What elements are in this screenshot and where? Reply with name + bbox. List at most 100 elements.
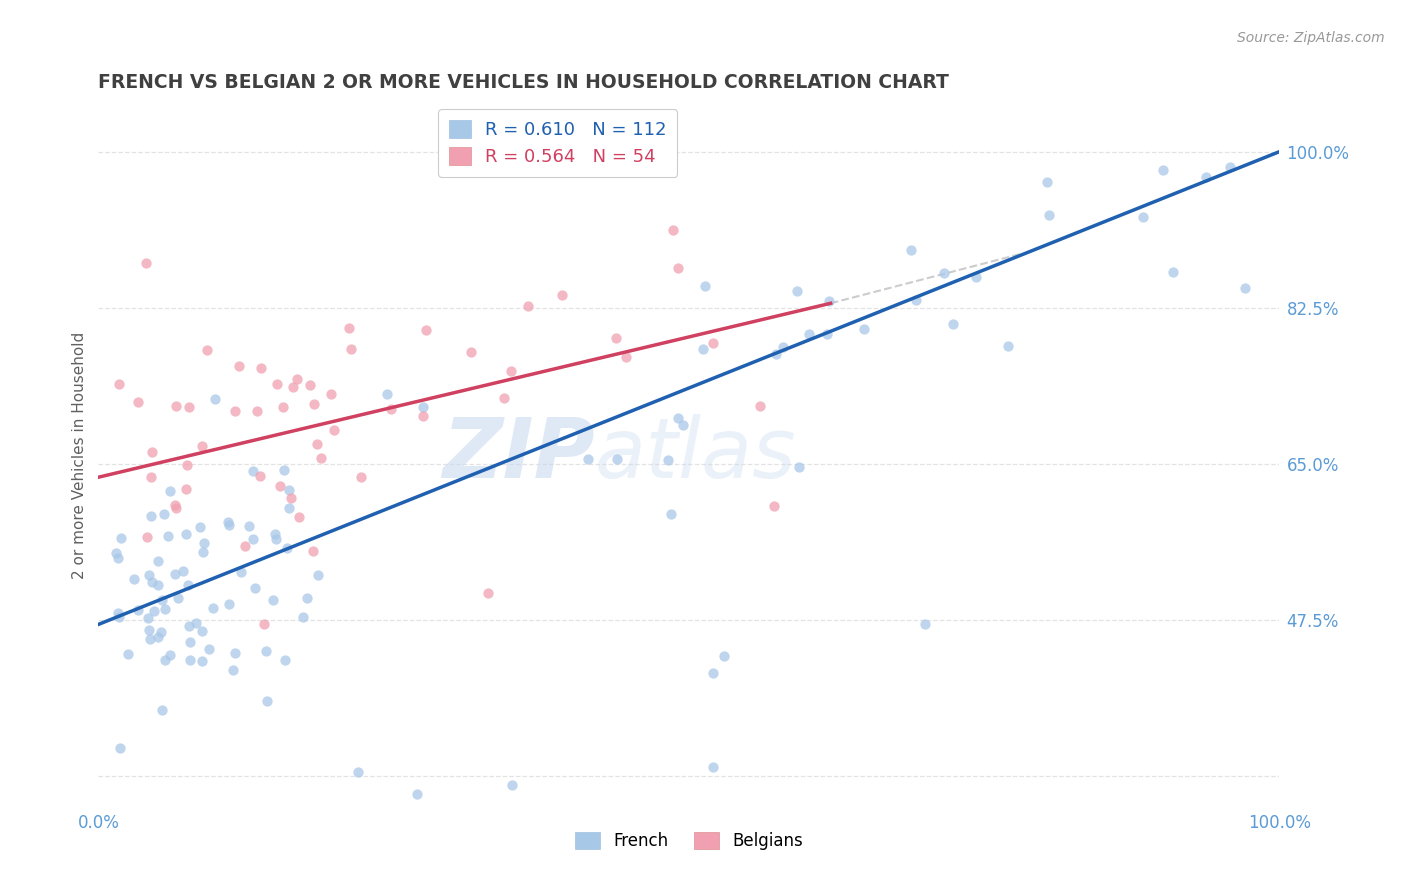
Point — [165, 501, 187, 516]
Point — [163, 498, 186, 512]
Point — [141, 509, 163, 524]
Point — [693, 279, 716, 293]
Point — [150, 593, 173, 607]
Point — [218, 517, 240, 532]
Point — [319, 386, 342, 401]
Legend: French, Belgians: French, Belgians — [568, 826, 810, 857]
Point — [501, 778, 523, 792]
Point — [150, 702, 173, 716]
Point — [174, 527, 197, 541]
Point — [412, 401, 434, 415]
Point — [659, 507, 682, 521]
Point — [702, 760, 724, 774]
Y-axis label: 2 or more Vehicles in Household: 2 or more Vehicles in Household — [72, 331, 87, 579]
Point — [141, 445, 163, 459]
Point — [772, 340, 794, 354]
Point — [797, 326, 820, 341]
Point — [122, 572, 145, 586]
Point — [224, 404, 246, 418]
Point — [256, 694, 278, 708]
Text: Source: ZipAtlas.com: Source: ZipAtlas.com — [1237, 31, 1385, 45]
Point — [146, 577, 169, 591]
Point — [163, 567, 186, 582]
Point — [167, 591, 190, 605]
Point — [765, 347, 787, 361]
Point — [666, 411, 689, 425]
Point — [217, 515, 239, 529]
Point — [285, 372, 308, 386]
Point — [605, 331, 627, 345]
Point — [477, 586, 499, 600]
Point — [295, 591, 318, 605]
Point — [817, 293, 839, 308]
Point — [233, 539, 256, 553]
Point — [156, 529, 179, 543]
Point — [228, 359, 250, 373]
Point — [190, 520, 212, 534]
Point — [242, 464, 264, 478]
Point — [153, 653, 176, 667]
Point — [576, 451, 599, 466]
Point — [501, 363, 523, 377]
Point — [135, 256, 157, 270]
Point — [606, 451, 628, 466]
Point — [380, 402, 402, 417]
Point — [264, 527, 287, 541]
Point — [191, 624, 214, 638]
Point — [460, 345, 482, 359]
Point — [942, 318, 965, 332]
Point — [177, 400, 200, 414]
Text: ZIP: ZIP — [441, 415, 595, 495]
Point — [177, 578, 200, 592]
Point — [150, 624, 173, 639]
Point — [172, 565, 194, 579]
Point — [302, 544, 325, 558]
Point — [138, 624, 160, 638]
Point — [143, 604, 166, 618]
Point — [262, 592, 284, 607]
Point — [815, 326, 838, 341]
Point — [786, 284, 808, 298]
Point — [266, 377, 288, 392]
Point — [176, 458, 198, 473]
Point — [551, 288, 574, 302]
Point — [184, 616, 207, 631]
Point — [195, 343, 218, 358]
Point — [238, 519, 260, 533]
Point — [692, 342, 714, 356]
Point — [139, 470, 162, 484]
Point — [1163, 265, 1185, 279]
Point — [852, 322, 875, 336]
Point — [302, 397, 325, 411]
Point — [1038, 208, 1060, 222]
Point — [191, 654, 214, 668]
Point — [1036, 175, 1059, 189]
Point — [762, 499, 785, 513]
Point — [202, 600, 225, 615]
Point — [415, 323, 437, 337]
Point — [492, 391, 515, 405]
Point — [127, 394, 149, 409]
Point — [1219, 160, 1241, 174]
Point — [177, 619, 200, 633]
Point — [661, 223, 683, 237]
Point — [191, 545, 214, 559]
Point — [198, 641, 221, 656]
Point — [179, 634, 201, 648]
Point — [108, 376, 131, 391]
Point — [204, 392, 226, 406]
Point — [748, 399, 770, 413]
Point — [224, 646, 246, 660]
Point — [1132, 210, 1154, 224]
Point — [299, 378, 322, 392]
Point — [138, 632, 160, 647]
Point — [243, 582, 266, 596]
Point — [288, 509, 311, 524]
Point — [322, 423, 344, 437]
Point — [350, 470, 373, 484]
Point — [997, 339, 1019, 353]
Point — [1234, 281, 1257, 295]
Point — [614, 350, 637, 364]
Point — [152, 507, 174, 521]
Point — [672, 418, 695, 433]
